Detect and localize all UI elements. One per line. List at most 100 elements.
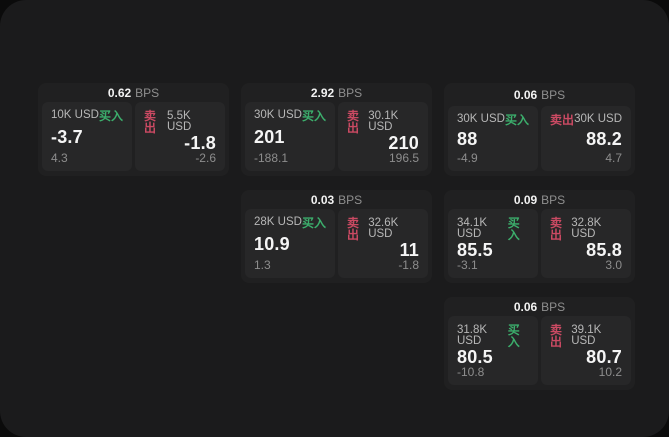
buy-price: 201 [254, 127, 285, 147]
quote-body: 34.1K USD 买入 85.5 -3.1 卖出 32.8K USD 85.8… [444, 209, 635, 283]
buy-amount-label: 30K USD [254, 109, 302, 122]
sell-quote-panel[interactable]: 卖出 30K USD 88.2 4.7 [541, 106, 631, 171]
sell-delta: 3.0 [605, 258, 622, 272]
buy-delta: -3.1 [457, 258, 478, 272]
buy-delta: 1.3 [254, 258, 271, 272]
sell-amount-label: 30.1K USD [368, 109, 399, 133]
sell-quote-top-row: 卖出 32.6K USD [347, 217, 419, 241]
quote-card: 0.62 BPS 10K USD 买入 -3.7 4.3 卖出 5.5K USD… [38, 83, 229, 176]
spread-value: 0.09 [513, 192, 538, 207]
buy-price: 80.5 [457, 347, 493, 367]
buy-price: 85.5 [457, 240, 493, 260]
buy-amount-label: 31.8K USD [457, 323, 488, 347]
buy-tag: 买入 [98, 109, 123, 123]
sell-quote-panel[interactable]: 卖出 32.6K USD 11 -1.8 [338, 209, 428, 278]
quote-card: 2.92 BPS 30K USD 买入 201 -188.1 卖出 30.1K … [241, 83, 432, 176]
sell-quote-panel[interactable]: 卖出 5.5K USD -1.8 -2.6 [135, 102, 225, 171]
quote-body: 30K USD 买入 88 -4.9 卖出 30K USD 88.2 4.7 [444, 106, 635, 176]
buy-price: -3.7 [51, 127, 83, 147]
spread-header: 0.62 BPS [38, 83, 229, 102]
spread-header: 0.06 BPS [444, 83, 635, 106]
buy-quote-panel[interactable]: 28K USD 买入 10.9 1.3 [245, 209, 335, 278]
spread-unit-label: BPS [541, 87, 566, 102]
quote-body: 10K USD 买入 -3.7 4.3 卖出 5.5K USD -1.8 -2.… [38, 102, 229, 176]
sell-delta: 4.7 [605, 151, 622, 165]
sell-tag: 卖出 [550, 323, 563, 349]
sell-tag: 卖出 [550, 216, 563, 242]
buy-tag: 买入 [507, 216, 520, 242]
spread-value: 0.03 [310, 192, 335, 207]
quote-card-grid: 0.62 BPS 10K USD 买入 -3.7 4.3 卖出 5.5K USD… [38, 83, 635, 390]
buy-tag: 买入 [301, 216, 326, 230]
buy-delta: -10.8 [457, 365, 485, 379]
buy-quote-panel[interactable]: 34.1K USD 买入 85.5 -3.1 [448, 209, 538, 278]
sell-delta: -2.6 [195, 151, 216, 165]
spread-header: 2.92 BPS [241, 83, 432, 102]
sell-delta: 10.2 [598, 365, 622, 379]
buy-delta: -4.9 [457, 151, 478, 165]
buy-quote-top-row: 34.1K USD 买入 [457, 217, 529, 241]
buy-price: 10.9 [254, 234, 290, 254]
sell-price: -1.8 [184, 133, 216, 153]
buy-quote-panel[interactable]: 30K USD 买入 88 -4.9 [448, 106, 538, 171]
buy-quote-top-row: 30K USD 买入 [254, 110, 326, 122]
buy-quote-panel[interactable]: 30K USD 买入 201 -188.1 [245, 102, 335, 171]
spread-unit-label: BPS [338, 85, 363, 100]
sell-tag: 卖出 [347, 216, 360, 242]
buy-quote-top-row: 10K USD 买入 [51, 110, 123, 122]
buy-amount-label: 34.1K USD [457, 216, 488, 240]
buy-quote-panel[interactable]: 31.8K USD 买入 80.5 -10.8 [448, 316, 538, 385]
buy-tag: 买入 [301, 109, 326, 123]
spread-value: 0.62 [107, 85, 132, 100]
buy-delta: 4.3 [51, 151, 68, 165]
sell-price: 80.7 [586, 347, 622, 367]
quote-card: 0.09 BPS 34.1K USD 买入 85.5 -3.1 卖出 32.8K… [444, 190, 635, 283]
spread-value: 2.92 [310, 85, 335, 100]
sell-amount-label: 39.1K USD [571, 323, 602, 347]
sell-price: 85.8 [586, 240, 622, 260]
quote-body: 30K USD 买入 201 -188.1 卖出 30.1K USD 210 1… [241, 102, 432, 176]
spread-unit-label: BPS [338, 192, 363, 207]
sell-amount-label: 32.6K USD [368, 216, 399, 240]
sell-amount-label: 5.5K USD [167, 109, 192, 133]
buy-quote-top-row: 30K USD 买入 [457, 114, 529, 126]
buy-amount-label: 30K USD [457, 113, 505, 126]
sell-tag: 卖出 [550, 113, 575, 127]
sell-tag: 卖出 [347, 109, 360, 135]
buy-delta: -188.1 [254, 151, 289, 165]
buy-amount-label: 28K USD [254, 216, 302, 229]
sell-quote-panel[interactable]: 卖出 30.1K USD 210 196.5 [338, 102, 428, 171]
spread-value: 0.06 [513, 299, 538, 314]
sell-price: 88.2 [586, 129, 622, 149]
sell-quote-top-row: 卖出 32.8K USD [550, 217, 622, 241]
sell-quote-top-row: 卖出 30K USD [550, 114, 622, 126]
sell-tag: 卖出 [144, 109, 157, 135]
spread-unit-label: BPS [135, 85, 160, 100]
sell-amount-label: 30K USD [574, 113, 622, 126]
buy-quote-top-row: 28K USD 买入 [254, 217, 326, 229]
buy-tag: 买入 [507, 323, 520, 349]
spread-unit-label: BPS [541, 192, 566, 207]
quote-card: 0.06 BPS 30K USD 买入 88 -4.9 卖出 30K USD 8… [444, 83, 635, 176]
sell-price: 11 [399, 240, 419, 260]
spread-header: 0.09 BPS [444, 190, 635, 209]
quote-card: 0.06 BPS 31.8K USD 买入 80.5 -10.8 卖出 39.1… [444, 297, 635, 390]
quote-body: 31.8K USD 买入 80.5 -10.8 卖出 39.1K USD 80.… [444, 316, 635, 390]
quote-card: 0.03 BPS 28K USD 买入 10.9 1.3 卖出 32.6K US… [241, 190, 432, 283]
sell-quote-panel[interactable]: 卖出 32.8K USD 85.8 3.0 [541, 209, 631, 278]
buy-quote-panel[interactable]: 10K USD 买入 -3.7 4.3 [42, 102, 132, 171]
quote-body: 28K USD 买入 10.9 1.3 卖出 32.6K USD 11 -1.8 [241, 209, 432, 283]
spread-header: 0.06 BPS [444, 297, 635, 316]
spread-header: 0.03 BPS [241, 190, 432, 209]
sell-amount-label: 32.8K USD [571, 216, 602, 240]
sell-quote-top-row: 卖出 30.1K USD [347, 110, 419, 134]
spread-value: 0.06 [513, 87, 538, 102]
sell-quote-panel[interactable]: 卖出 39.1K USD 80.7 10.2 [541, 316, 631, 385]
buy-quote-top-row: 31.8K USD 买入 [457, 324, 529, 348]
sell-quote-top-row: 卖出 39.1K USD [550, 324, 622, 348]
spread-unit-label: BPS [541, 299, 566, 314]
buy-amount-label: 10K USD [51, 109, 99, 122]
sell-delta: 196.5 [388, 151, 419, 165]
sell-delta: -1.8 [398, 258, 419, 272]
